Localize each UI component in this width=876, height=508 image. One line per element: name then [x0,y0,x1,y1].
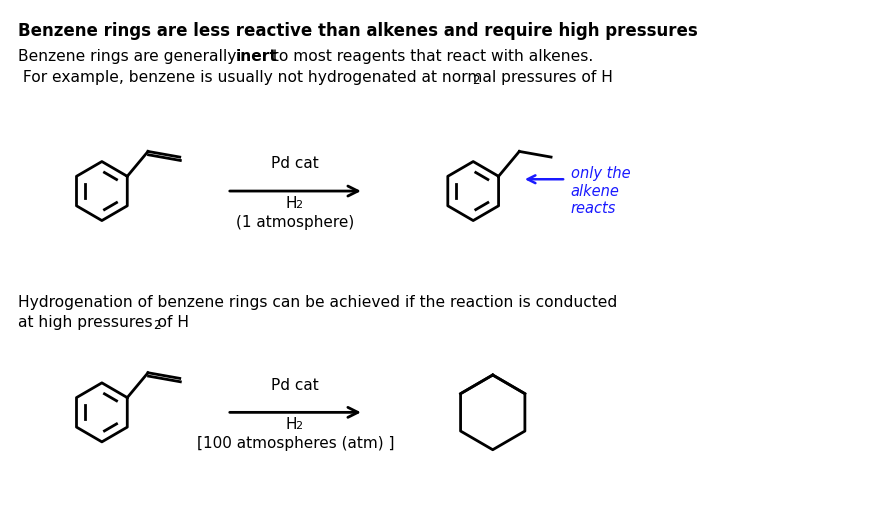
Text: only the
alkene
reacts: only the alkene reacts [571,167,631,216]
Text: Pd cat: Pd cat [272,156,319,171]
Text: 2: 2 [472,74,479,87]
Text: to most reagents that react with alkenes.: to most reagents that react with alkenes… [268,49,593,65]
Text: [100 atmospheres (atm) ]: [100 atmospheres (atm) ] [196,436,394,451]
Text: Pd cat: Pd cat [272,377,319,393]
Text: at high pressures of H: at high pressures of H [18,315,189,330]
Text: H: H [286,196,297,211]
Text: Benzene rings are generally: Benzene rings are generally [18,49,241,65]
Text: For example, benzene is usually not hydrogenated at normal pressures of H: For example, benzene is usually not hydr… [18,70,612,85]
Text: 2: 2 [295,200,302,210]
Text: (1 atmosphere): (1 atmosphere) [237,215,355,230]
Text: 2: 2 [152,319,160,332]
Text: Benzene rings are less reactive than alkenes and require high pressures: Benzene rings are less reactive than alk… [18,22,697,40]
Text: inert: inert [236,49,278,65]
Text: 2: 2 [295,421,302,431]
Text: Hydrogenation of benzene rings can be achieved if the reaction is conducted: Hydrogenation of benzene rings can be ac… [18,295,617,310]
Text: H: H [286,417,297,432]
